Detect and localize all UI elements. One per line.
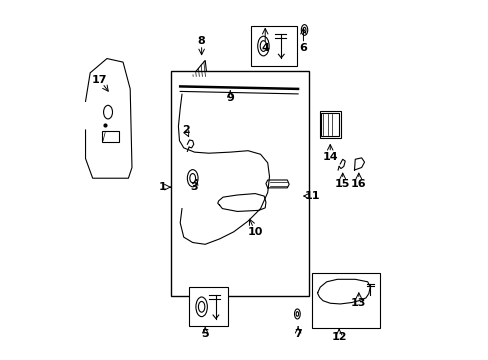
Bar xyxy=(250,26,297,66)
Text: 9: 9 xyxy=(226,93,234,103)
Text: 12: 12 xyxy=(331,332,346,342)
Ellipse shape xyxy=(294,309,300,319)
Text: 5: 5 xyxy=(201,329,208,339)
Text: 8: 8 xyxy=(197,36,205,46)
Text: 11: 11 xyxy=(304,191,320,201)
Ellipse shape xyxy=(196,297,207,317)
Bar xyxy=(189,287,228,327)
Ellipse shape xyxy=(189,174,195,183)
Text: 6: 6 xyxy=(299,43,307,53)
Ellipse shape xyxy=(257,36,268,56)
Text: 10: 10 xyxy=(247,227,263,237)
Ellipse shape xyxy=(301,24,307,35)
Ellipse shape xyxy=(296,312,298,316)
Bar xyxy=(312,273,380,328)
Text: 14: 14 xyxy=(322,152,337,162)
Ellipse shape xyxy=(187,170,198,187)
Ellipse shape xyxy=(198,301,204,312)
Text: 3: 3 xyxy=(190,182,198,192)
Ellipse shape xyxy=(103,105,112,119)
Ellipse shape xyxy=(260,41,266,51)
Bar xyxy=(102,131,119,143)
Text: 1: 1 xyxy=(159,182,166,192)
Bar xyxy=(319,111,340,138)
Text: 15: 15 xyxy=(334,179,350,189)
Text: 16: 16 xyxy=(350,179,366,189)
Text: 17: 17 xyxy=(92,75,107,85)
Text: 4: 4 xyxy=(261,43,268,53)
Text: 7: 7 xyxy=(294,329,302,339)
Text: 13: 13 xyxy=(350,298,366,308)
Text: 2: 2 xyxy=(182,125,189,135)
Bar xyxy=(171,71,308,296)
Ellipse shape xyxy=(303,27,305,33)
Bar xyxy=(321,113,339,136)
